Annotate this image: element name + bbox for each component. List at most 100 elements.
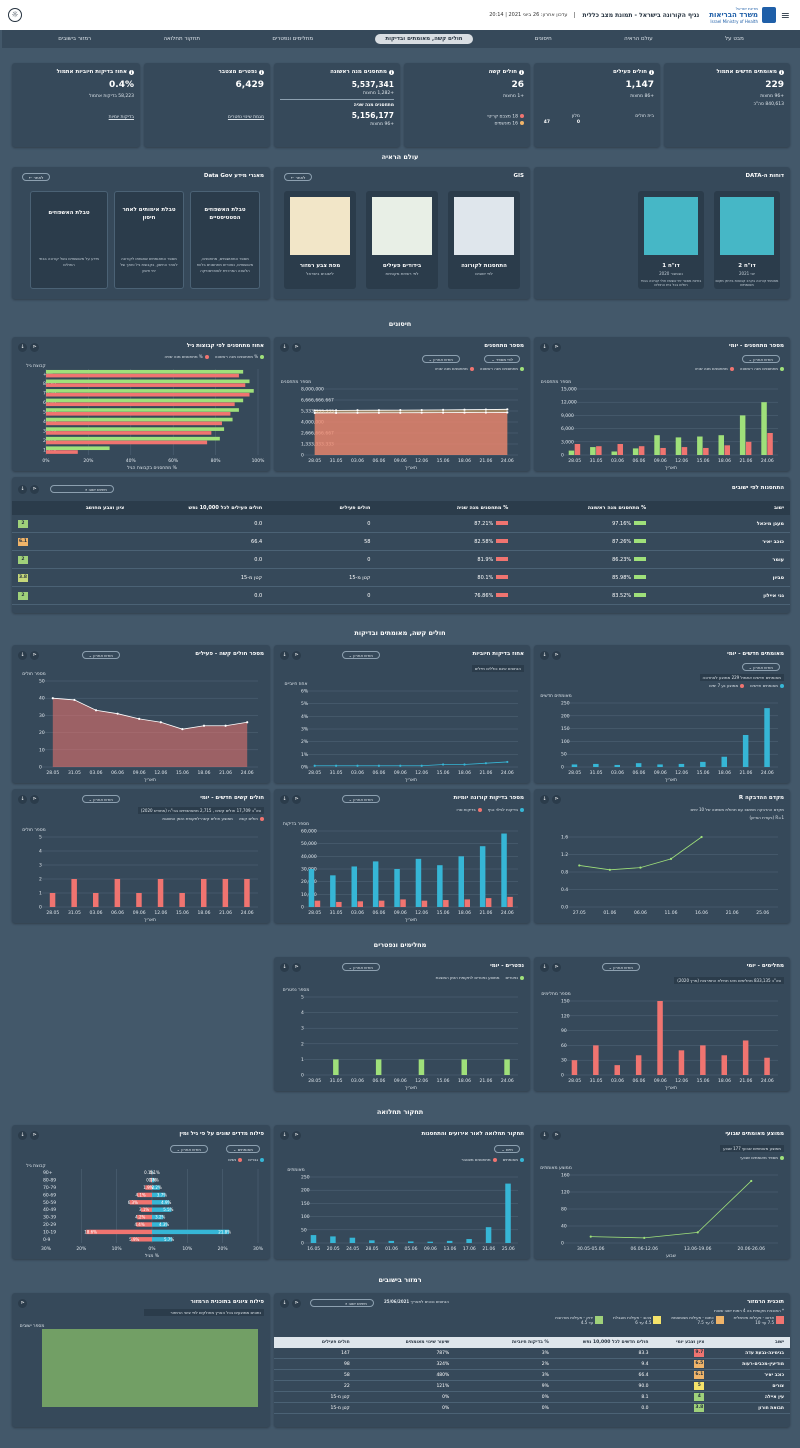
column-header[interactable]: ציון וצבע יומי [676,1340,705,1345]
column-header[interactable]: חולים פעילים [339,505,371,511]
share-icon[interactable]: ⋖ [552,343,561,352]
report-tile[interactable]: דו"ח 2 יוני 2021 מאומתי קורונה בקרב קבוצ… [714,191,780,289]
share-icon[interactable]: ⋖ [292,795,301,804]
more-link[interactable]: לאתר ← [284,173,313,181]
dataset-tile[interactable]: טבלת אימותים לאחר חיסון מספר המאומתים שא… [114,191,184,289]
share-icon[interactable]: ⋖ [552,1131,561,1140]
table-row[interactable]: מודיעין-מכבים-רעות 6.5 9.4 2% 324% 98 [274,1359,790,1370]
dataset-tile[interactable]: טבלת האשפוזים הסטטיסטיים מספר המאושפזים,… [190,191,260,289]
deaths-trend-link[interactable]: מגמת שינוי נפטרים [227,115,264,120]
share-icon[interactable]: ⋖ [30,1131,39,1140]
x-tick-label: 12.06 [415,458,428,464]
download-icon[interactable]: ↓ [280,1299,289,1308]
download-icon[interactable]: ↓ [280,963,289,972]
tab-recovered[interactable]: מחלימים ונפטרים [272,36,314,42]
info-icon[interactable]: i [779,69,784,75]
download-icon[interactable]: ↓ [18,795,27,804]
period-select[interactable]: חודש אחרון ⌄ [341,795,380,803]
download-icon[interactable]: ↓ [540,1131,549,1140]
tab-traffic-light[interactable]: רמזור בישובים [58,36,92,42]
more-link[interactable]: לאתר ← [22,173,51,181]
column-header[interactable]: % מתחסנים מנה ראשונה [587,505,647,511]
share-icon[interactable]: ⋖ [30,343,39,352]
table-row[interactable]: כוכב יאיר 6.1 66.4 3% 480% 58 [274,1370,790,1381]
share-icon[interactable]: ⋖ [292,1131,301,1140]
period-select[interactable]: חודש אחרון ⌄ [81,651,120,659]
info-icon[interactable]: i [259,69,264,75]
download-icon[interactable]: ↓ [280,651,289,660]
tab-world[interactable]: עולם הראיה [624,36,653,42]
info-icon[interactable]: i [389,69,394,75]
share-icon[interactable]: ⋖ [552,963,561,972]
column-header[interactable]: ישוב [774,1340,784,1345]
table-row[interactable]: מעגן מיכאל 97.16% 87.21% 0 0.0 2 [12,515,790,533]
download-icon[interactable]: ↓ [18,1131,27,1140]
column-header[interactable]: ציון וצבע מחושב [85,505,125,511]
table-row[interactable]: צורים 5 90.0 9% 121% 22 [274,1381,790,1392]
tab-overview[interactable]: מבט על [725,36,744,42]
period-select[interactable]: חודש אחרון ⌄ [741,663,780,671]
download-icon[interactable]: ↓ [18,651,27,660]
table-row[interactable]: סביון 85.98% 80.1% קטן מ-15 קטן מ-15 3.8 [12,569,790,587]
table-row[interactable]: תבואת חורון 3.8 0.0 0% 0% קטן מ-15 [274,1403,790,1414]
view-select[interactable]: לפי מספר ⌄ [484,355,520,363]
column-header[interactable]: חולים פעילים [321,1340,350,1345]
dataset-tile[interactable]: טבלת האשפוזים מידע על מאושפזים בשל קורונ… [30,191,108,289]
share-icon[interactable]: ⋖ [292,651,301,660]
share-icon[interactable]: ⋖ [30,485,39,494]
gis-tile[interactable]: בידודים פעילים לפי רשויות מקומיות [366,191,438,289]
period-select[interactable]: חודש אחרון ⌄ [341,963,380,971]
table-row[interactable]: עין איילה 4 8.1 0% 0% קטן מ-15 [274,1392,790,1403]
period-select[interactable]: חודש אחרון ⌄ [741,355,780,363]
tab-vaccines[interactable]: חיסונים [534,36,552,42]
hamburger-menu-icon[interactable]: ≡ [780,9,790,22]
column-header[interactable]: % מתחסנים מנה שניה [456,505,509,511]
download-icon[interactable]: ↓ [540,963,549,972]
column-header[interactable]: % בדיקות חיוביות [511,1340,549,1345]
report-tile[interactable]: דו"ח 1 נובמבר 2020 בחינת מספר ימי אשפוז … [638,191,704,289]
town-search-input[interactable]: חיפוש ישוב ⌕ [310,1299,374,1307]
column-header[interactable]: ישוב [773,505,784,511]
gis-tile[interactable]: התחסנות לקורונה לפי ישובים [448,191,520,289]
column-header[interactable]: חולים חדשים לכל 10,000 נפש [583,1340,649,1345]
download-icon[interactable]: ↓ [18,343,27,352]
share-icon[interactable]: ⋖ [18,1299,27,1308]
share-icon[interactable]: ⋖ [30,651,39,660]
ministry-logo[interactable]: מדינת ישראל משרד הבריאות Israel Ministry… [709,6,776,24]
daily-tests-link[interactable]: בדיקות יומיות [108,115,134,120]
download-icon[interactable]: ↓ [540,795,549,804]
tab-investigation[interactable]: תחקור תחלואה [163,36,201,42]
download-icon[interactable]: ↓ [280,795,289,804]
info-icon[interactable]: i [519,69,524,75]
download-icon[interactable]: ↓ [280,343,289,352]
download-icon[interactable]: ↓ [280,1131,289,1140]
accessibility-icon[interactable]: ☼ [8,8,22,22]
share-icon[interactable]: ⋖ [292,963,301,972]
period-select[interactable]: חודש אחרון ⌄ [601,963,640,971]
table-row[interactable]: עומר 86.23% 81.9% 0 0.0 2 [12,551,790,569]
table-row[interactable]: כוכב יאיר 87.26% 82.58% 58 66.4 6.1 [12,533,790,551]
download-icon[interactable]: ↓ [540,651,549,660]
table-row[interactable]: בנימינה-גבעת עדה 9.7 83.3 3% 787% 147 [274,1348,790,1359]
column-header[interactable]: חולים פעילים לכל 10,000 נפש [188,505,263,511]
share-icon[interactable]: ⋖ [292,1299,301,1308]
town-search-input[interactable]: חיפוש ישוב ⌕ [50,485,114,493]
download-icon[interactable]: ↓ [540,343,549,352]
tab-severe[interactable]: חולים קשה, מאומתים ובדיקות [375,34,473,44]
share-icon[interactable]: ⋖ [552,651,561,660]
info-icon[interactable]: i [129,69,134,75]
gis-tile[interactable]: מפת צבע רמזור לישובים בישראל [284,191,356,289]
share-icon[interactable]: ⋖ [552,795,561,804]
events-select[interactable]: חיים ⌄ [494,1145,520,1153]
download-icon[interactable]: ↓ [18,485,27,494]
period-select[interactable]: חודש אחרון ⌄ [421,355,460,363]
share-icon[interactable]: ⋖ [292,343,301,352]
info-icon[interactable]: i [649,69,654,75]
period-select[interactable]: חודש אחרון ⌄ [81,795,120,803]
table-row[interactable]: גני איילון 83.52% 76.86% 0 0.0 2 [12,587,790,605]
period-select[interactable]: חודש אחרון ⌄ [341,651,380,659]
column-header[interactable]: שיעור שינוי מאומתים [405,1340,450,1345]
period-select[interactable]: חודש אחרון ⌄ [169,1145,208,1153]
metric-select[interactable]: מאומתים ⌄ [226,1145,260,1153]
share-icon[interactable]: ⋖ [30,795,39,804]
